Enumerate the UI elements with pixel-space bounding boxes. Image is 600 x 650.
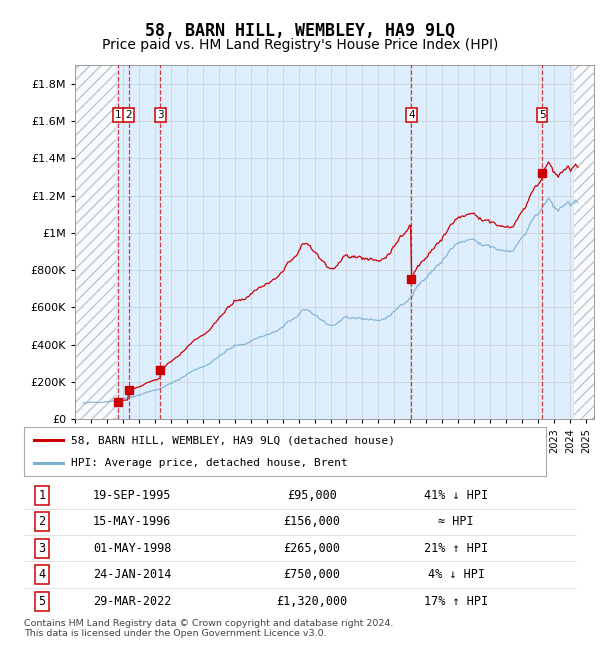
Text: Price paid vs. HM Land Registry's House Price Index (HPI): Price paid vs. HM Land Registry's House …	[102, 38, 498, 53]
Text: 41% ↓ HPI: 41% ↓ HPI	[424, 489, 488, 502]
Text: 4: 4	[38, 568, 46, 581]
Text: 21% ↑ HPI: 21% ↑ HPI	[424, 542, 488, 555]
Text: HPI: Average price, detached house, Brent: HPI: Average price, detached house, Bren…	[71, 458, 348, 467]
Text: 1: 1	[115, 110, 122, 120]
Text: £265,000: £265,000	[284, 542, 341, 555]
Text: 24-JAN-2014: 24-JAN-2014	[93, 568, 171, 581]
Text: £95,000: £95,000	[287, 489, 337, 502]
Text: 15-MAY-1996: 15-MAY-1996	[93, 515, 171, 528]
Text: 3: 3	[157, 110, 163, 120]
Text: ≈ HPI: ≈ HPI	[438, 515, 474, 528]
Text: 19-SEP-1995: 19-SEP-1995	[93, 489, 171, 502]
Text: £156,000: £156,000	[284, 515, 341, 528]
Text: 2: 2	[38, 515, 46, 528]
Text: 58, BARN HILL, WEMBLEY, HA9 9LQ (detached house): 58, BARN HILL, WEMBLEY, HA9 9LQ (detache…	[71, 436, 395, 445]
Text: 1: 1	[38, 489, 46, 502]
Text: 2: 2	[125, 110, 132, 120]
Text: 29-MAR-2022: 29-MAR-2022	[93, 595, 171, 608]
Text: £750,000: £750,000	[284, 568, 341, 581]
Text: 3: 3	[38, 542, 46, 555]
Text: 4% ↓ HPI: 4% ↓ HPI	[427, 568, 485, 581]
Text: 58, BARN HILL, WEMBLEY, HA9 9LQ: 58, BARN HILL, WEMBLEY, HA9 9LQ	[145, 22, 455, 40]
Text: £1,320,000: £1,320,000	[277, 595, 347, 608]
Text: Contains HM Land Registry data © Crown copyright and database right 2024.
This d: Contains HM Land Registry data © Crown c…	[24, 619, 394, 638]
Text: 5: 5	[38, 595, 46, 608]
Text: 17% ↑ HPI: 17% ↑ HPI	[424, 595, 488, 608]
Text: 01-MAY-1998: 01-MAY-1998	[93, 542, 171, 555]
Bar	[574, 65, 594, 419]
Bar	[75, 65, 116, 419]
Text: 4: 4	[408, 110, 415, 120]
Text: 5: 5	[539, 110, 545, 120]
